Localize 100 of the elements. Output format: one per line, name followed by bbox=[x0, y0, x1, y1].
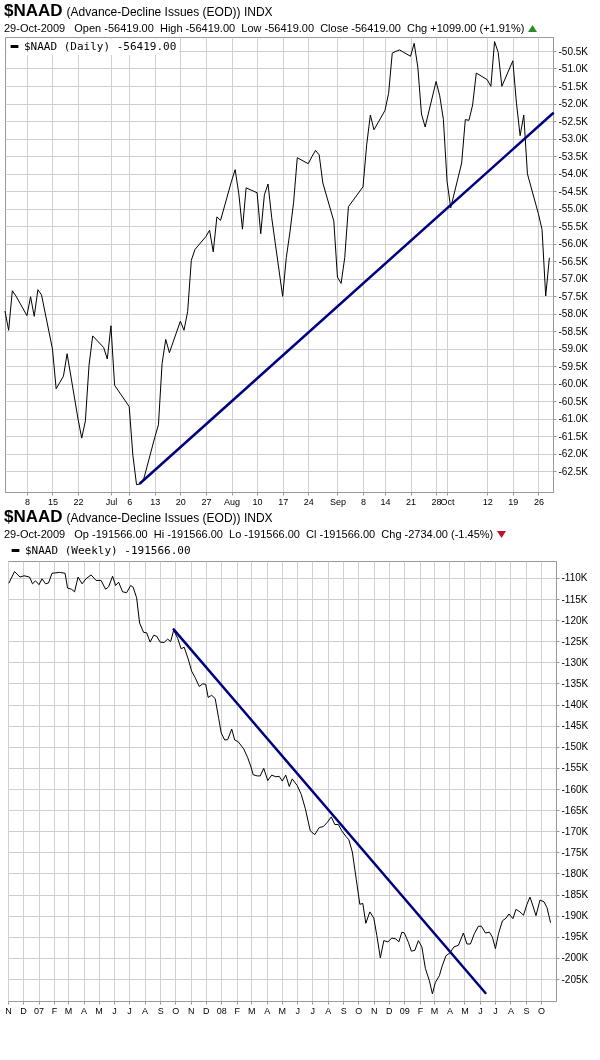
x-tick-label: O bbox=[537, 1005, 545, 1016]
x-tick-label: 20 bbox=[175, 496, 186, 507]
x-tick-label: N bbox=[5, 1005, 12, 1016]
y-tick-label: -115K bbox=[561, 593, 588, 605]
y-tick-label: -62.0K bbox=[558, 448, 589, 459]
y-tick-label: -55.0K bbox=[558, 203, 589, 214]
line-series bbox=[4, 41, 550, 486]
y-tick-label: -56.5K bbox=[558, 255, 589, 267]
y-tick-label: -54.0K bbox=[558, 168, 589, 179]
y-tick-label: -59.0K bbox=[558, 343, 589, 354]
y-tick-label: -52.0K bbox=[558, 98, 589, 109]
x-tick-label: O bbox=[355, 1005, 363, 1016]
x-tick-label: Aug bbox=[224, 496, 241, 507]
y-tick-label: -53.5K bbox=[558, 150, 589, 162]
x-tick-label: 27 bbox=[201, 496, 212, 507]
y-tick-label: -57.0K bbox=[558, 273, 589, 284]
y-tick-label: -135K bbox=[561, 677, 589, 689]
y-tick-label: -140K bbox=[561, 699, 589, 711]
x-tick-label: O bbox=[172, 1005, 180, 1016]
y-tick-label: -125K bbox=[561, 635, 589, 647]
y-tick-label: -60.5K bbox=[558, 395, 589, 407]
x-tick-label: F bbox=[417, 1005, 424, 1016]
text: 29-Oct-2009 Open -56419.00 High -56419.00 Low -56419.00 Close -56419.00 Chg +1099.00 (+1.91%) bbox=[4, 21, 525, 35]
x-tick-label: 17 bbox=[278, 496, 289, 507]
y-tick-label: -60.0K bbox=[558, 378, 589, 389]
x-tick-label: 13 bbox=[150, 496, 161, 507]
line-series bbox=[8, 571, 551, 995]
x-tick-label: Jul bbox=[105, 496, 118, 507]
y-tick-label: -190K bbox=[561, 910, 589, 922]
x-tick-label: 09 bbox=[399, 1005, 410, 1016]
y-tick-label: -160K bbox=[561, 783, 589, 795]
y-tick-label: -58.0K bbox=[558, 308, 589, 319]
x-tick-label: D bbox=[202, 1005, 210, 1016]
legend-label: $NAAD (Daily) -56419.00 bbox=[24, 39, 177, 53]
y-tick-label: -145K bbox=[561, 720, 589, 732]
x-tick-label: 6 bbox=[127, 496, 133, 507]
x-tick-label: 28 bbox=[431, 496, 442, 507]
x-tick-label: 14 bbox=[380, 496, 391, 507]
x-tick-label: J bbox=[493, 1005, 498, 1016]
y-tick-label: -57.5K bbox=[558, 290, 589, 302]
chart-subtitle: (Advance-Decline Issues (EOD)) INDX bbox=[66, 511, 273, 525]
y-tick-label: -52.5K bbox=[558, 115, 589, 127]
x-tick-label: 22 bbox=[73, 496, 84, 507]
x-tick-label: 8 bbox=[24, 496, 30, 507]
x-tick-label: 15 bbox=[47, 496, 58, 507]
x-tick-label: 12 bbox=[482, 496, 493, 507]
x-tick-label: M bbox=[430, 1005, 439, 1016]
legend-label: $NAAD (Weekly) -191566.00 bbox=[25, 543, 191, 557]
x-tick-label: 08 bbox=[216, 1005, 227, 1016]
x-tick-label: J bbox=[310, 1005, 316, 1016]
y-tick-label: -180K bbox=[561, 867, 589, 879]
x-tick-label: 26 bbox=[533, 496, 544, 507]
y-tick-label: -185K bbox=[561, 889, 589, 901]
x-tick-label: J bbox=[295, 1005, 301, 1016]
x-tick-label: A bbox=[325, 1005, 332, 1016]
y-tick-label: -61.0K bbox=[558, 413, 589, 424]
y-tick-label: -205K bbox=[561, 973, 589, 985]
y-tick-label: -130K bbox=[561, 656, 589, 668]
chart-title: $NAAD bbox=[4, 1, 63, 20]
y-tick-label: -59.5K bbox=[558, 360, 589, 372]
y-tick-label: -62.5K bbox=[558, 465, 589, 477]
y-tick-label: -51.5K bbox=[558, 80, 589, 92]
y-tick-label: -120K bbox=[561, 614, 589, 626]
y-tick-label: -165K bbox=[561, 804, 589, 816]
x-tick-label: J bbox=[478, 1005, 483, 1016]
x-tick-label: 21 bbox=[406, 496, 417, 507]
y-tick-label: -195K bbox=[561, 931, 589, 943]
x-tick-label: S bbox=[523, 1005, 530, 1016]
x-tick-label: M bbox=[64, 1005, 73, 1016]
y-tick-label: -175K bbox=[561, 846, 589, 858]
x-tick-label: S bbox=[340, 1005, 347, 1016]
x-tick-label: 19 bbox=[508, 496, 519, 507]
x-tick-label: M bbox=[461, 1005, 469, 1016]
chart-subtitle: (Advance-Decline Issues (EOD)) INDX bbox=[66, 5, 273, 19]
x-tick-label: 10 bbox=[252, 496, 263, 507]
x-tick-label: A bbox=[81, 1005, 88, 1016]
x-tick-label: D bbox=[20, 1005, 28, 1016]
y-tick-label: -170K bbox=[561, 825, 589, 837]
y-tick-label: -56.0K bbox=[558, 238, 589, 249]
x-tick-label: A bbox=[264, 1005, 271, 1016]
y-tick-label: -200K bbox=[561, 952, 589, 964]
text: 29-Oct-2009 Op -191566.00 Hi -191566.00 Lo -191566.00 Cl -191566.00 Chg -2734.00 (-1.45%) bbox=[4, 527, 494, 541]
x-tick-label: A bbox=[446, 1005, 453, 1016]
y-tick-label: -110K bbox=[561, 572, 588, 584]
y-tick-label: -54.5K bbox=[558, 185, 589, 197]
x-tick-label: F bbox=[51, 1005, 58, 1016]
x-tick-label: Oct bbox=[440, 496, 456, 507]
x-tick-label: J bbox=[112, 1005, 117, 1016]
x-tick-label: M bbox=[247, 1005, 256, 1016]
x-tick-label: 8 bbox=[361, 496, 367, 507]
chart-title: $NAAD bbox=[4, 507, 63, 526]
x-tick-label: N bbox=[371, 1005, 378, 1016]
y-tick-label: -55.5K bbox=[558, 220, 589, 232]
x-tick-label: A bbox=[507, 1005, 514, 1016]
y-tick-label: -51.0K bbox=[558, 63, 589, 74]
y-tick-label: -58.5K bbox=[558, 325, 589, 337]
y-tick-label: -53.0K bbox=[558, 133, 589, 144]
x-tick-label: F bbox=[234, 1005, 241, 1016]
x-tick-label: M bbox=[95, 1005, 103, 1016]
x-tick-label: 24 bbox=[303, 496, 314, 507]
